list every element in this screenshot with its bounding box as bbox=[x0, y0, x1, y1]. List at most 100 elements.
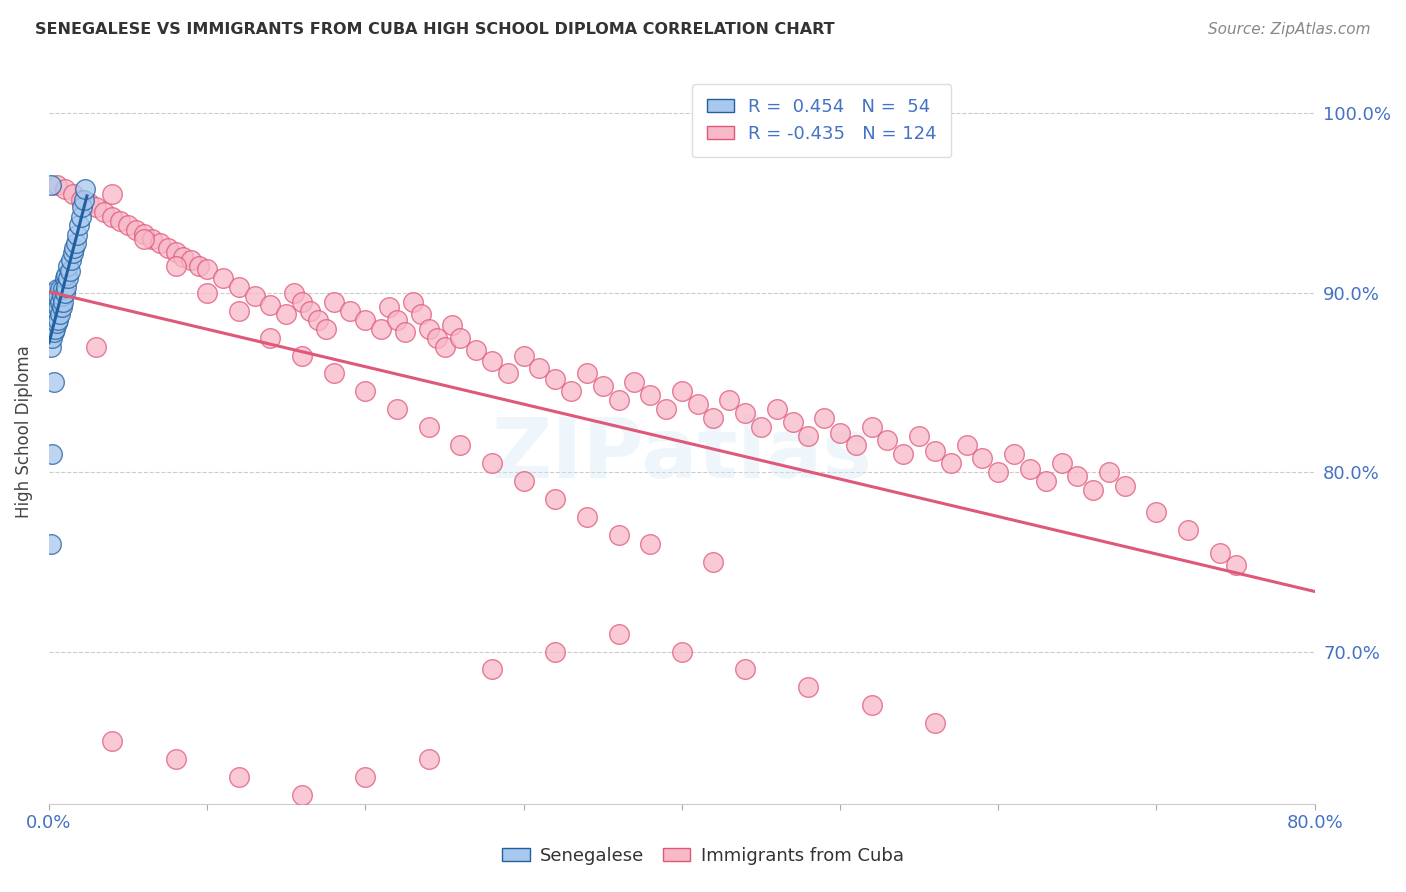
Point bbox=[228, 303, 250, 318]
Point bbox=[73, 193, 96, 207]
Point bbox=[41, 300, 63, 314]
Point bbox=[891, 447, 914, 461]
Point bbox=[1035, 474, 1057, 488]
Legend: R =  0.454   N =  54, R = -0.435   N = 124: R = 0.454 N = 54, R = -0.435 N = 124 bbox=[692, 84, 952, 157]
Point bbox=[671, 644, 693, 658]
Point bbox=[782, 415, 804, 429]
Point bbox=[44, 289, 66, 303]
Point bbox=[418, 752, 440, 766]
Point bbox=[51, 289, 73, 303]
Point bbox=[291, 294, 314, 309]
Point bbox=[955, 438, 977, 452]
Point bbox=[623, 376, 645, 390]
Point bbox=[55, 280, 77, 294]
Point bbox=[481, 354, 503, 368]
Point bbox=[354, 312, 377, 326]
Point bbox=[575, 510, 598, 524]
Point bbox=[149, 235, 172, 250]
Point bbox=[125, 223, 148, 237]
Point bbox=[42, 294, 65, 309]
Point bbox=[69, 193, 91, 207]
Point bbox=[315, 321, 337, 335]
Point bbox=[845, 438, 868, 452]
Point bbox=[228, 770, 250, 784]
Point bbox=[686, 397, 709, 411]
Point bbox=[156, 241, 179, 255]
Point bbox=[908, 429, 931, 443]
Point bbox=[55, 268, 77, 282]
Point bbox=[638, 388, 661, 402]
Point bbox=[53, 285, 76, 300]
Point bbox=[370, 321, 392, 335]
Point bbox=[41, 331, 63, 345]
Point bbox=[939, 456, 962, 470]
Text: Source: ZipAtlas.com: Source: ZipAtlas.com bbox=[1208, 22, 1371, 37]
Point bbox=[53, 271, 76, 285]
Point bbox=[165, 752, 187, 766]
Point bbox=[354, 384, 377, 399]
Point bbox=[426, 331, 449, 345]
Point bbox=[188, 259, 211, 273]
Point bbox=[702, 411, 724, 425]
Point bbox=[45, 303, 67, 318]
Point bbox=[52, 294, 75, 309]
Point bbox=[165, 244, 187, 259]
Point bbox=[49, 282, 72, 296]
Point bbox=[529, 361, 551, 376]
Point bbox=[1002, 447, 1025, 461]
Point bbox=[449, 438, 471, 452]
Point bbox=[924, 716, 946, 731]
Point bbox=[512, 349, 534, 363]
Point bbox=[39, 285, 62, 300]
Point bbox=[93, 205, 115, 219]
Point bbox=[283, 285, 305, 300]
Point bbox=[291, 349, 314, 363]
Point bbox=[702, 555, 724, 569]
Point bbox=[86, 200, 108, 214]
Point bbox=[45, 293, 67, 307]
Point bbox=[65, 235, 87, 250]
Point bbox=[1050, 456, 1073, 470]
Point bbox=[51, 300, 73, 314]
Point bbox=[75, 182, 97, 196]
Point bbox=[101, 211, 124, 225]
Point bbox=[544, 644, 567, 658]
Point bbox=[734, 406, 756, 420]
Text: SENEGALESE VS IMMIGRANTS FROM CUBA HIGH SCHOOL DIPLOMA CORRELATION CHART: SENEGALESE VS IMMIGRANTS FROM CUBA HIGH … bbox=[35, 22, 835, 37]
Legend: Senegalese, Immigrants from Cuba: Senegalese, Immigrants from Cuba bbox=[494, 838, 912, 874]
Point bbox=[42, 303, 65, 318]
Point bbox=[607, 626, 630, 640]
Y-axis label: High School Diploma: High School Diploma bbox=[15, 345, 32, 518]
Point bbox=[1018, 461, 1040, 475]
Point bbox=[449, 331, 471, 345]
Point bbox=[56, 271, 79, 285]
Point bbox=[39, 178, 62, 193]
Point bbox=[749, 420, 772, 434]
Point bbox=[53, 182, 76, 196]
Point bbox=[41, 447, 63, 461]
Point bbox=[972, 450, 994, 465]
Point bbox=[402, 294, 425, 309]
Point bbox=[39, 303, 62, 318]
Point bbox=[259, 331, 281, 345]
Point bbox=[45, 282, 67, 296]
Point bbox=[544, 372, 567, 386]
Point bbox=[560, 384, 582, 399]
Point bbox=[276, 307, 298, 321]
Point bbox=[49, 307, 72, 321]
Point bbox=[512, 474, 534, 488]
Point bbox=[418, 321, 440, 335]
Point bbox=[45, 178, 67, 193]
Point bbox=[1177, 523, 1199, 537]
Point bbox=[671, 384, 693, 399]
Point bbox=[243, 289, 266, 303]
Point bbox=[41, 318, 63, 332]
Point bbox=[298, 303, 321, 318]
Point bbox=[39, 537, 62, 551]
Point bbox=[67, 218, 90, 232]
Text: ZIPatlas: ZIPatlas bbox=[491, 414, 872, 495]
Point bbox=[132, 227, 155, 241]
Point bbox=[117, 218, 139, 232]
Point bbox=[44, 307, 66, 321]
Point bbox=[924, 443, 946, 458]
